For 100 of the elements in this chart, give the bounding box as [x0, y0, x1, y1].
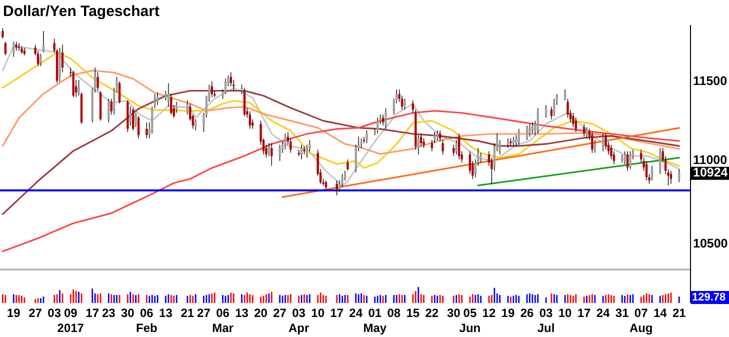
- x-tick-label: 24: [596, 306, 610, 320]
- x-tick-label: 12: [482, 306, 496, 320]
- x-tick-label: 08: [387, 306, 401, 320]
- candlestick: [434, 132, 436, 144]
- candlestick: [40, 53, 42, 66]
- candlestick: [582, 124, 586, 138]
- x-tick-label: 30: [120, 306, 135, 320]
- x-tick-label: 19: [501, 306, 515, 320]
- candlestick: [384, 108, 387, 130]
- candlestick: [224, 78, 227, 94]
- text: 129.78: [692, 291, 726, 304]
- x-tick-label: 03: [48, 306, 62, 320]
- candlestick: [336, 180, 338, 196]
- line-series: [2, 110, 680, 252]
- x-tick-label: 27: [28, 306, 42, 320]
- candlestick: [78, 80, 80, 96]
- chart-title: Dollar/Yen Tageschart: [3, 3, 160, 20]
- candlestick: [536, 108, 539, 134]
- y-tick-label: 11500: [693, 74, 728, 88]
- x-tick-label: 20: [254, 306, 268, 320]
- y-tick-label: 11000: [693, 153, 728, 168]
- candlestick: [629, 150, 632, 170]
- candlestick: [137, 116, 140, 139]
- candlestick: [210, 81, 213, 98]
- candlestick: [154, 94, 156, 109]
- candlestick: [430, 140, 434, 152]
- x-tick-label: 10: [558, 306, 572, 320]
- candlestick: [452, 144, 455, 156]
- candlestick: [572, 112, 574, 128]
- x-tick-label: 14: [653, 306, 668, 320]
- candlestick: [306, 144, 308, 158]
- x-tick-label: 22: [425, 306, 439, 320]
- candlestick: [164, 90, 167, 101]
- candlestick: [270, 142, 273, 166]
- candlestick: [591, 132, 594, 154]
- x-tick-label: 21: [672, 306, 686, 320]
- candlestick: [455, 140, 458, 155]
- x-tick-label: 03 Jul: [537, 306, 555, 335]
- candlestick: [300, 144, 303, 160]
- x-tick-label: 10: [311, 306, 325, 320]
- candlestick: [620, 154, 624, 163]
- candlestick: [2, 28, 4, 39]
- candlestick: [346, 158, 349, 172]
- candlestick: [586, 126, 588, 139]
- candlestick: [526, 125, 528, 140]
- x-tick-label: 17: [577, 306, 592, 320]
- candlestick: [366, 130, 368, 144]
- candlestick: [670, 170, 672, 184]
- candlestick: [129, 106, 132, 126]
- x-tick-label: 27: [197, 306, 211, 320]
- candlestick: [42, 30, 45, 53]
- candlestick: [376, 117, 379, 134]
- x-tick-label: 13: [159, 306, 173, 320]
- candlestick: [4, 41, 7, 56]
- candlestick: [544, 104, 548, 118]
- x-tick-label: 17: [330, 306, 344, 320]
- x-tick-label: 06 Mar: [212, 306, 234, 335]
- candlestick: [480, 152, 482, 163]
- candlestick: [118, 81, 121, 104]
- x-tick-label: 06 Feb: [136, 306, 158, 335]
- candlestick: [553, 98, 556, 116]
- line-series: [2, 70, 680, 155]
- candlestick: [360, 138, 362, 148]
- candlestick: [96, 72, 99, 92]
- x-tick-label: 19: [6, 306, 21, 320]
- candlestick: [156, 92, 159, 106]
- x-tick-label: 07 Aug: [629, 306, 653, 335]
- x-tick-label: 30: [446, 306, 461, 320]
- candlestick: [678, 168, 680, 183]
- candlestick: [442, 140, 444, 155]
- candlestick: [243, 87, 246, 116]
- x-tick-label: 27: [273, 306, 287, 320]
- candlestick: [594, 140, 596, 154]
- x-tick-label: 05 Jun: [459, 306, 481, 335]
- y-tick-label: 10500: [693, 236, 728, 250]
- candlestick: [248, 110, 252, 130]
- candlestick: [624, 150, 626, 165]
- candlestick: [382, 114, 384, 126]
- x-tick-label: 13: [235, 306, 249, 320]
- x-tick-label: 03 Apr: [288, 306, 310, 335]
- candlestick: [528, 124, 531, 138]
- line-series: [2, 44, 680, 187]
- candlestick: [531, 122, 534, 134]
- candlestick: [108, 98, 110, 123]
- x-tick-label: 01 May: [363, 306, 387, 335]
- candlestick: [132, 108, 134, 131]
- candlestick: [12, 41, 15, 58]
- candlestick: [626, 150, 629, 172]
- candlestick: [404, 98, 406, 110]
- candlestick: [284, 133, 286, 150]
- candlestick: [278, 144, 281, 162]
- x-tick-label: 31: [615, 306, 630, 320]
- x-tick-label: 15: [406, 306, 420, 320]
- x-tick-label: 21: [180, 306, 194, 320]
- candlestick: [15, 41, 18, 52]
- candlestick: [438, 130, 442, 142]
- candlestick: [650, 165, 654, 181]
- x-tick-label: 23: [102, 306, 116, 320]
- candlestick: [436, 130, 438, 140]
- x-tick-label: 24: [349, 306, 363, 320]
